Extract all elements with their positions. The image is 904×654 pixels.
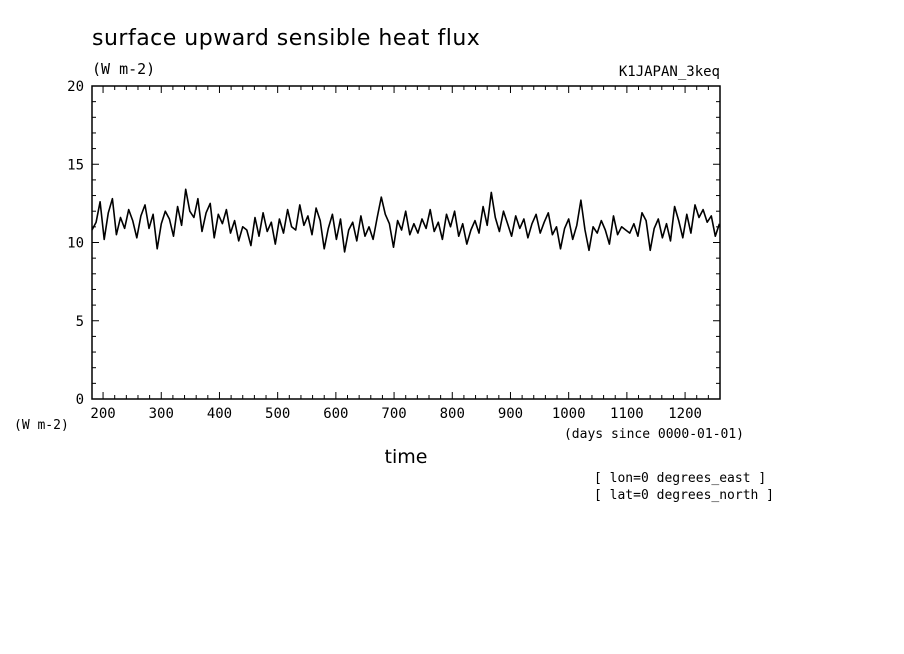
x-tick-label: 1100 [610, 406, 644, 422]
x-tick-label: 700 [381, 406, 406, 422]
x-tick-label: 1000 [552, 406, 586, 422]
x-axis-title: time [385, 446, 428, 468]
y-tick-label: 20 [67, 79, 84, 95]
chart-title: surface upward sensible heat flux [92, 26, 480, 51]
chart-units: (W m-2) [92, 60, 155, 78]
lon-annotation: [ lon=0 degrees_east ] [594, 471, 766, 486]
plot-axes: 200 300 400 500 600 700 800 900 1000 1100 1200 0 5 10… [67, 79, 721, 422]
x-tick-label: 900 [498, 406, 523, 422]
x-tick-label: 400 [207, 406, 232, 422]
x-tick-label: 200 [90, 406, 115, 422]
y-tick-label: 0 [76, 392, 84, 408]
x-tick-label: 500 [265, 406, 290, 422]
series-line [91, 188, 721, 253]
y-tick-label: 5 [76, 314, 84, 330]
x-tick-label: 600 [323, 406, 348, 422]
lat-annotation: [ lat=0 degrees_north ] [594, 488, 774, 503]
y-tick-label: 10 [67, 236, 84, 252]
x-axis-units: (days since 0000-01-01) [564, 427, 744, 442]
x-tick-label: 800 [440, 406, 465, 422]
y-axis-units: (W m-2) [14, 418, 69, 433]
plot-frame [91, 85, 721, 400]
x-tick-label: 1200 [668, 406, 702, 422]
y-tick-label: 15 [67, 157, 84, 173]
run-label: K1JAPAN_3keq [619, 64, 720, 80]
x-tick-label: 300 [149, 406, 174, 422]
